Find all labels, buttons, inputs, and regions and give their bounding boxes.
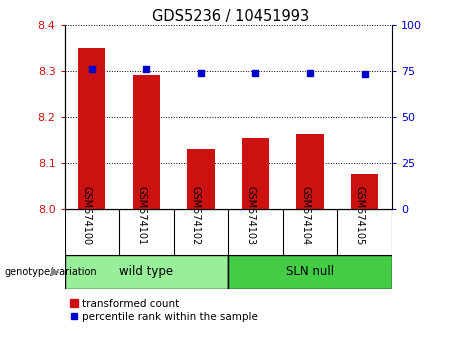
Text: ▶: ▶ [51,267,59,277]
Bar [242,138,269,209]
Text: GSM574104: GSM574104 [300,186,310,245]
Text: GSM574105: GSM574105 [355,186,365,245]
Text: genotype/variation: genotype/variation [5,267,97,277]
Text: GSM574103: GSM574103 [245,186,255,245]
Text: SLN null: SLN null [286,265,334,278]
Bar [187,149,214,209]
Text: GDS5236 / 10451993: GDS5236 / 10451993 [152,9,309,24]
Text: wild type: wild type [119,265,173,278]
Bar [133,75,160,209]
Text: GSM574100: GSM574100 [82,186,92,245]
Text: GSM574102: GSM574102 [191,186,201,245]
Bar [351,175,378,209]
Text: GSM574101: GSM574101 [136,186,146,245]
FancyBboxPatch shape [228,255,392,289]
Legend: transformed count, percentile rank within the sample: transformed count, percentile rank withi… [70,299,258,322]
Bar [78,48,106,209]
FancyBboxPatch shape [65,255,228,289]
Bar [296,134,324,209]
